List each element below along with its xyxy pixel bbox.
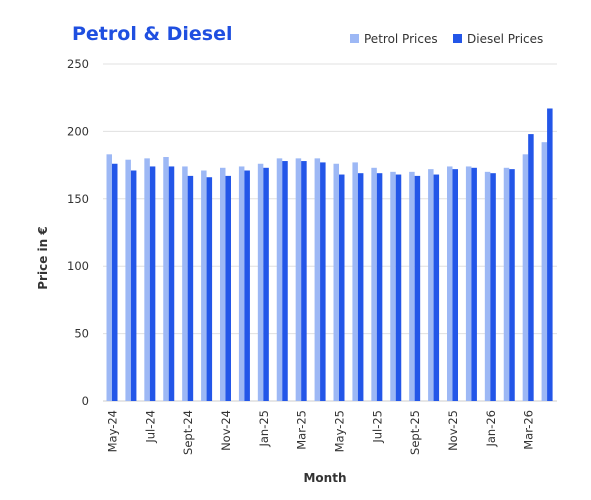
bar-diesel — [471, 167, 477, 401]
bar-diesel — [225, 175, 231, 401]
bar-petrol — [447, 166, 453, 401]
legend-swatch-diesel — [453, 34, 462, 43]
bar-petrol — [522, 154, 529, 401]
x-tick-label: Jan-26 — [484, 410, 498, 448]
bar-diesel — [376, 173, 383, 401]
y-axis-ticks: 0 50 100 150 200 250 — [67, 57, 89, 408]
bar-diesel — [395, 174, 402, 401]
y-tick-label: 150 — [67, 192, 89, 206]
bar-diesel — [339, 174, 345, 401]
bar-petrol — [352, 162, 358, 401]
bar-diesel — [168, 166, 175, 401]
bar-diesel — [206, 177, 213, 401]
x-tick-label: Mar-25 — [295, 410, 309, 450]
y-tick-label: 50 — [74, 327, 89, 341]
legend-label-petrol: Petrol Prices — [364, 32, 438, 46]
x-tick-label: Jan-25 — [257, 410, 271, 448]
bar-petrol — [484, 171, 491, 401]
chart-title: Petrol & Diesel — [72, 23, 233, 45]
bar-petrol — [390, 171, 396, 401]
bar-petrol — [220, 167, 226, 401]
bar-petrol — [125, 159, 131, 401]
y-tick-label: 200 — [67, 124, 89, 138]
bar-petrol — [295, 158, 302, 401]
bar-diesel — [320, 162, 326, 401]
bar-diesel — [282, 161, 288, 401]
bar-petrol — [257, 163, 264, 401]
bars — [106, 108, 553, 401]
bar-diesel — [149, 166, 156, 401]
bar-petrol — [541, 142, 548, 401]
bar-diesel — [301, 161, 307, 401]
bar-diesel — [490, 173, 496, 401]
x-tick-label: Nov-24 — [219, 410, 233, 451]
x-tick-label: May-24 — [105, 410, 119, 452]
legend-swatch-petrol — [350, 34, 359, 43]
x-tick-label: Jul-24 — [143, 410, 157, 444]
x-tick-label: Sept-24 — [181, 410, 195, 455]
x-tick-label: May-25 — [332, 410, 346, 452]
bar-petrol — [238, 166, 245, 401]
bar-petrol — [465, 166, 472, 401]
bar-petrol — [409, 171, 415, 401]
bar-diesel — [112, 163, 118, 401]
legend-label-diesel: Diesel Prices — [467, 32, 543, 46]
bar-petrol — [144, 158, 150, 401]
bar-diesel — [357, 173, 364, 401]
x-tick-label: Jul-25 — [370, 410, 384, 444]
y-tick-label: 100 — [67, 259, 89, 273]
y-axis-title: Price in € — [36, 226, 50, 289]
bar-diesel — [528, 134, 534, 401]
bar-petrol — [163, 157, 169, 401]
x-tick-label: Mar-26 — [522, 410, 536, 450]
bar-diesel — [244, 170, 250, 401]
bar-petrol — [314, 158, 321, 401]
bar-diesel — [452, 169, 458, 401]
bar-petrol — [371, 167, 377, 401]
bar-petrol — [182, 166, 188, 401]
bar-diesel — [509, 169, 515, 401]
bar-petrol — [106, 154, 112, 401]
bar-diesel — [414, 175, 421, 401]
x-tick-label: Nov-25 — [446, 410, 460, 451]
bar-petrol — [428, 169, 434, 401]
bar-diesel — [130, 170, 137, 401]
y-tick-label: 250 — [67, 57, 89, 71]
bar-diesel — [433, 174, 440, 401]
x-tick-label: Sept-25 — [408, 410, 422, 455]
bar-petrol — [201, 170, 207, 401]
legend: Petrol Prices Diesel Prices — [350, 32, 543, 46]
bar-diesel — [187, 175, 194, 401]
y-tick-label: 0 — [82, 394, 89, 408]
bar-petrol — [503, 167, 510, 401]
grid-lines — [103, 63, 557, 402]
bar-diesel — [263, 167, 269, 401]
x-axis-title: Month — [303, 471, 346, 485]
bar-petrol — [333, 163, 339, 401]
x-axis-ticks: May-24 Jul-24 Sept-24 Nov-24 Jan-25 Mar-25 May… — [105, 410, 535, 455]
bar-petrol — [276, 158, 283, 401]
bar-diesel — [547, 108, 553, 401]
